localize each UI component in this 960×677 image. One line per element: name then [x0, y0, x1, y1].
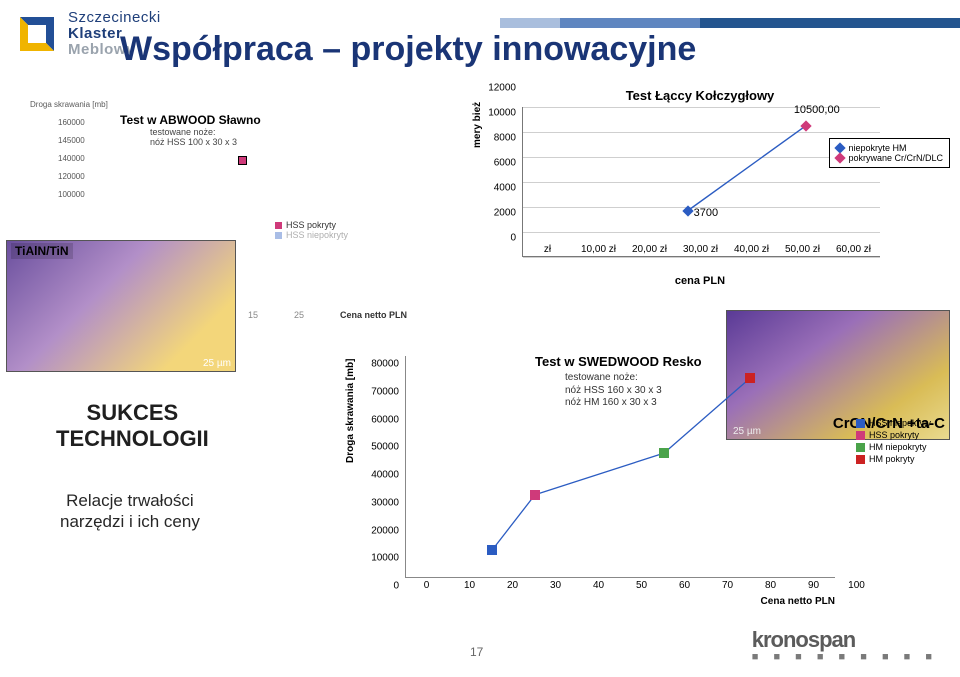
chart-ur-plot: 370010500,00	[522, 107, 880, 257]
chart-lr-ylabel: Droga skrawania [mb]	[345, 359, 356, 463]
page-number: 17	[470, 645, 483, 659]
chart-ur-legend: niepokryte HM pokrywane Cr/CrN/DLC	[829, 138, 950, 168]
logo-mark-icon	[14, 11, 60, 57]
mini-title: Test w ABWOOD Sławno	[120, 113, 390, 127]
mini-sub1: testowane noże:	[150, 127, 390, 137]
page-title: Współpraca – projekty innowacyjne	[120, 30, 696, 69]
legend-marker-icon	[835, 152, 846, 163]
micro-left-scale: 25 µm	[203, 358, 231, 369]
chart-lr-xlabel: Cena netto PLN	[405, 596, 835, 607]
chart-lr-legend: HSS niepokrytyHSS pokrytyHM niepokrytyHM…	[856, 418, 931, 466]
mini-legend: HSS pokryty HSS niepokryty	[275, 220, 348, 240]
mini-sub2: nóż HSS 100 x 30 x 3	[150, 137, 390, 147]
mini-ylabel: Droga skrawania [mb]	[30, 100, 390, 109]
chart-lr-title: Test w SWEDWOOD Resko	[535, 354, 702, 369]
micrograph-left: TiAlN/TiN 25 µm	[6, 240, 236, 372]
logo-line-1: Szczecinecki	[68, 10, 161, 26]
kronospan-logo: kronospan ■ ■ ■ ■ ■ ■ ■ ■ ■	[752, 627, 938, 663]
micro-left-label: TiAlN/TiN	[11, 243, 73, 259]
chart-swedwood: Droga skrawania [mb] 0100002000030000400…	[345, 348, 925, 608]
mini-marker	[238, 156, 247, 167]
chart-laccy: Test Łąccy Kołczygłowy mery bież 0200040…	[470, 88, 930, 298]
mini-chart-left: Droga skrawania [mb] 160000 145000 14000…	[30, 100, 390, 147]
subhead-relacje: Relacje trwałości narzędzi i ich ceny	[60, 490, 200, 533]
chart-lr-sub: testowane noże: nóż HSS 160 x 30 x 3 nóż…	[565, 372, 662, 410]
chart-ur-yticks: 020004000600080001000012000	[484, 88, 518, 238]
chart-ur-xlabel: cena PLN	[470, 275, 930, 287]
chart-lr-xticks: 0102030405060708090100	[405, 580, 878, 591]
kronospan-glyphs-icon: ■ ■ ■ ■ ■ ■ ■ ■ ■	[752, 651, 938, 663]
mini-yticks: 160000 145000 140000 120000 100000	[58, 114, 85, 204]
headline-sukces: SUKCES TECHNOLOGII	[56, 400, 209, 452]
chart-ur-xticks: zł10,00 zł20,00 zł30,00 zł40,00 zł50,00 …	[522, 244, 879, 255]
chart-lr-yticks: 0100002000030000400005000060000700008000…	[359, 356, 401, 578]
header-stripe	[500, 18, 960, 28]
chart-ur-title: Test Łąccy Kołczygłowy	[470, 88, 930, 103]
chart-ur-ylabel: mery bież	[472, 102, 483, 148]
mid-faint-row: 15 25 Cena netto PLN	[248, 310, 407, 320]
